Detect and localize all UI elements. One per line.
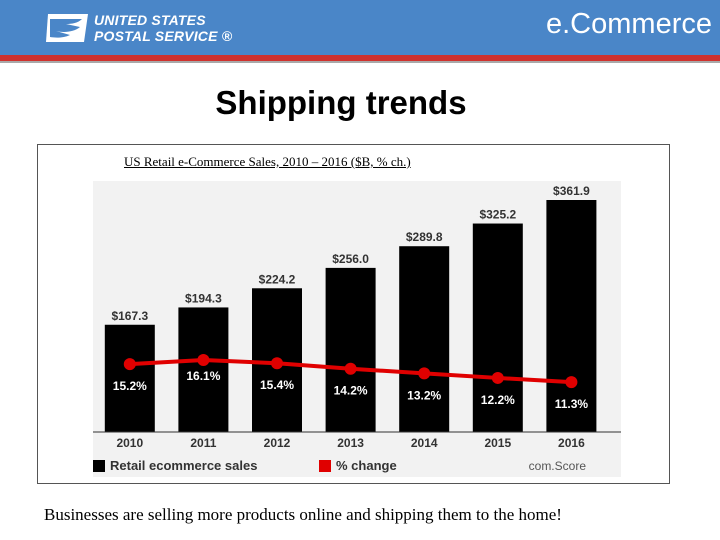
- usps-logo: UNITED STATES POSTAL SERVICE ®: [46, 11, 232, 45]
- logo-line-1: UNITED STATES: [94, 12, 206, 28]
- bar-2015: [472, 223, 523, 432]
- bar-value-label: $361.9: [553, 184, 590, 198]
- x-tick-label: 2014: [411, 436, 438, 450]
- percent-change-point: [123, 358, 136, 371]
- bar-2016: [546, 200, 597, 432]
- percent-change-label: 12.2%: [481, 393, 515, 407]
- x-tick-label: 2010: [116, 436, 143, 450]
- percent-change-label: 14.2%: [334, 384, 368, 398]
- slide-caption: Businesses are selling more products onl…: [44, 505, 562, 524]
- x-tick-label: 2011: [190, 436, 216, 450]
- chart-title: US Retail e-Commerce Sales, 2010 – 2016 …: [124, 154, 411, 169]
- legend-label-sales: Retail ecommerce sales: [110, 458, 257, 473]
- percent-change-label: 11.3%: [555, 397, 589, 411]
- bar-value-label: $256.0: [332, 252, 369, 266]
- x-tick-label: 2016: [558, 436, 585, 450]
- legend-label-percent: % change: [336, 458, 397, 473]
- logo-line-2: POSTAL SERVICE ®: [94, 28, 233, 44]
- legend-swatch-sales: [93, 460, 105, 472]
- bar-value-label: $289.8: [406, 230, 443, 244]
- percent-change-point: [197, 354, 210, 366]
- chart-frame: $167.3 2010 $194.3 2011 $224.2 2012 $256.0 2013…: [37, 144, 670, 484]
- percent-change-label: 16.1%: [186, 369, 220, 383]
- percent-change-point: [418, 367, 431, 380]
- section-title: e.Commerce: [546, 8, 712, 40]
- percent-change-point: [271, 357, 283, 370]
- percent-change-point: [344, 362, 357, 375]
- eagle-icon: [46, 14, 88, 42]
- slide-title: Shipping trends: [215, 84, 467, 121]
- percent-change-label: 13.2%: [407, 388, 441, 402]
- header-red-stripe: [0, 55, 720, 61]
- percent-change-label: 15.4%: [260, 378, 294, 392]
- bar-2010: [104, 324, 155, 432]
- percent-change-label: 15.2%: [113, 379, 147, 393]
- bar-value-label: $224.2: [259, 272, 296, 286]
- percent-change-point: [565, 376, 578, 389]
- chart-source: com.Score: [529, 459, 587, 473]
- bar-2013: [325, 267, 376, 432]
- x-tick-label: 2015: [484, 436, 511, 450]
- legend-swatch-percent: [319, 460, 331, 472]
- header-bar: [0, 0, 720, 55]
- logo-wordmark: UNITED STATES POSTAL SERVICE ®: [94, 12, 232, 44]
- header-divider: [0, 61, 720, 63]
- bar-value-label: $194.3: [185, 291, 222, 305]
- bar-value-label: $325.2: [479, 208, 516, 222]
- x-tick-label: 2012: [264, 436, 291, 450]
- bar-2011: [178, 307, 229, 432]
- x-tick-label: 2013: [337, 436, 364, 450]
- bar-2014: [399, 246, 450, 432]
- percent-change-point: [491, 371, 504, 384]
- chart: $167.3 2010 $194.3 2011 $224.2 2012 $256.0 2013…: [93, 181, 621, 477]
- bar-value-label: $167.3: [111, 309, 148, 323]
